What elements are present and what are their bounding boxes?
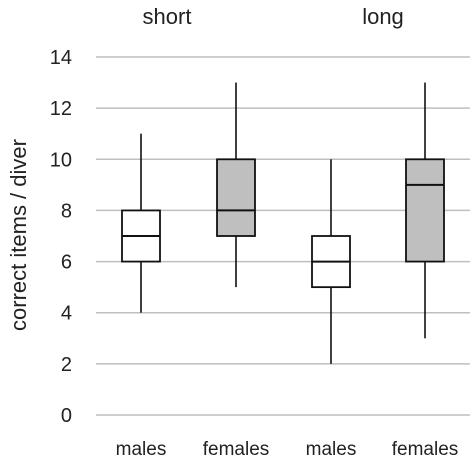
y-tick-label: 2 (61, 354, 72, 376)
iqr-box (405, 158, 445, 263)
y-tick-label: 8 (61, 200, 72, 222)
box-short-males (121, 133, 161, 313)
group-labels: short long (143, 4, 404, 29)
y-tick-label: 6 (61, 252, 72, 274)
y-tick-label: 4 (61, 303, 72, 325)
iqr-box (216, 158, 256, 237)
category-label: females (203, 439, 270, 460)
y-tick-label: 0 (61, 405, 72, 427)
y-axis-title: correct items / diver (6, 139, 31, 331)
boxes (121, 82, 445, 364)
category-label: males (116, 439, 167, 460)
box-short-females (216, 82, 256, 288)
y-tick-label: 12 (50, 98, 72, 120)
category-labels: males females males females (116, 439, 459, 460)
category-label: males (306, 439, 357, 460)
y-tick-labels: 0 2 4 6 8 10 12 14 (50, 47, 72, 427)
box-long-males (311, 159, 351, 364)
category-label: females (392, 439, 459, 460)
y-tick-label: 14 (50, 47, 72, 69)
box-long-females (405, 82, 445, 339)
group-label-short: short (143, 4, 192, 29)
y-tick-label: 10 (50, 149, 72, 171)
group-label-long: long (362, 4, 404, 29)
